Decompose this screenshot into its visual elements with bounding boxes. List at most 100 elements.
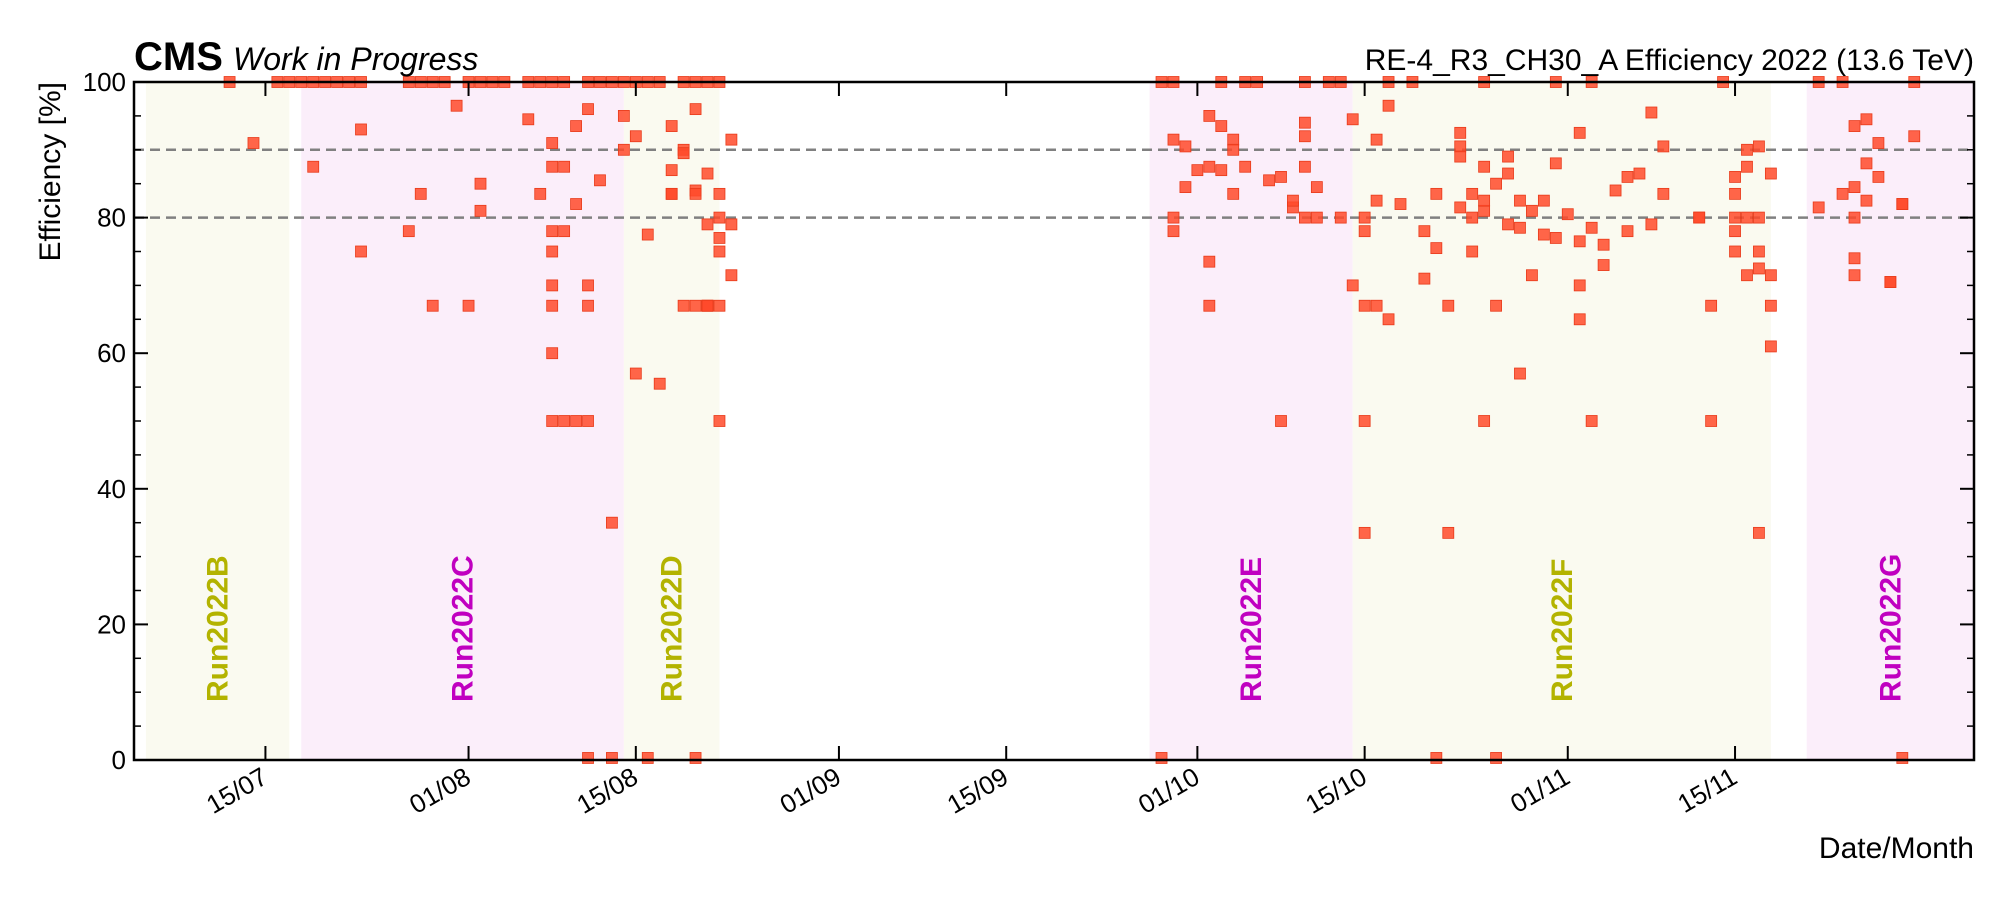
data-point (546, 415, 559, 427)
data-point (701, 299, 714, 312)
status-label: Work in Progress (233, 41, 478, 77)
data-point (355, 123, 367, 136)
data-point (1585, 415, 1598, 427)
data-point (462, 299, 475, 312)
data-point (522, 113, 535, 126)
run-band-run2022f (1352, 82, 1771, 760)
data-point (474, 177, 487, 190)
data-point (1597, 238, 1610, 251)
x-tick-label: 01/11 (1505, 761, 1575, 819)
x-axis-title: Date/Month (1819, 832, 1974, 865)
data-point (689, 187, 702, 200)
data-point (426, 299, 439, 312)
data-point (1741, 211, 1753, 224)
run-band-run2022g (1806, 82, 1974, 760)
data-point (570, 415, 582, 427)
x-tick-label: 15/07 (201, 761, 272, 820)
data-point (653, 377, 666, 390)
data-point (617, 110, 630, 122)
data-point (1741, 160, 1753, 173)
data-point (1358, 211, 1371, 224)
y-tick-label: 40 (97, 474, 126, 504)
data-point (1860, 194, 1873, 207)
x-tick-label: 01/10 (1133, 761, 1204, 820)
data-point (1729, 187, 1741, 200)
data-point (713, 415, 726, 427)
data-point (1179, 140, 1192, 153)
data-point (641, 228, 654, 241)
data-point (1310, 211, 1323, 224)
data-point (1657, 187, 1670, 200)
data-point (582, 103, 594, 116)
data-point (689, 103, 702, 116)
data-point (1609, 184, 1622, 197)
experiment-label: CMS (134, 35, 223, 79)
y-tick-label: 80 (97, 203, 126, 233)
data-point (641, 752, 654, 764)
data-point (1537, 228, 1550, 241)
data-point (582, 415, 594, 427)
data-point (1764, 269, 1777, 282)
data-point (1299, 211, 1311, 224)
data-point (1382, 99, 1395, 112)
x-tick-label: 15/09 (942, 761, 1013, 820)
data-point (1705, 415, 1718, 427)
data-point (677, 299, 690, 312)
data-point (1454, 201, 1467, 214)
data-point (1287, 194, 1299, 207)
y-tick-label: 20 (97, 609, 126, 639)
data-point (701, 167, 714, 180)
data-point (701, 218, 714, 231)
data-point (1526, 204, 1538, 217)
data-point (1167, 133, 1180, 146)
data-point (1597, 259, 1610, 271)
data-point (1848, 181, 1861, 193)
run-label: Run2022D (656, 555, 689, 702)
data-point (1633, 167, 1646, 180)
data-point (1753, 140, 1765, 153)
data-point (1370, 194, 1383, 207)
data-point (1645, 106, 1658, 119)
data-point (1872, 137, 1885, 149)
run-label: Run2022B (202, 555, 235, 702)
data-point (1896, 752, 1909, 764)
data-point (1215, 120, 1228, 132)
data-point (594, 174, 606, 187)
data-point (1502, 167, 1514, 180)
run-label: Run2022E (1235, 557, 1268, 702)
data-point (1764, 299, 1777, 312)
data-point (1573, 313, 1586, 326)
data-point (1573, 279, 1586, 292)
run-band-run2022b (145, 82, 290, 760)
data-point (1693, 211, 1706, 224)
data-point (1848, 269, 1861, 282)
data-point (713, 187, 726, 200)
x-tick-label: 15/11 (1672, 761, 1742, 819)
data-point (629, 367, 642, 380)
data-point (725, 269, 738, 282)
data-point (1358, 225, 1371, 238)
data-point (1334, 211, 1347, 224)
data-point (606, 752, 618, 764)
data-point (1908, 130, 1921, 143)
data-point (546, 347, 559, 360)
data-point (1884, 276, 1897, 288)
data-point (534, 187, 547, 200)
data-point (713, 211, 726, 224)
data-point (558, 160, 571, 173)
data-point (1741, 143, 1753, 156)
data-point (1430, 242, 1443, 255)
data-point (1478, 160, 1491, 173)
run-label: Run2022G (1874, 554, 1907, 702)
data-point (1442, 299, 1455, 312)
data-point (450, 99, 463, 112)
data-point (1753, 245, 1765, 258)
data-point (1490, 299, 1502, 312)
data-point (1263, 174, 1275, 187)
data-point (1514, 367, 1526, 380)
data-point (1514, 221, 1526, 234)
data-point (1860, 113, 1873, 126)
data-point (689, 752, 702, 764)
data-point (617, 143, 630, 156)
data-point (1227, 133, 1240, 146)
